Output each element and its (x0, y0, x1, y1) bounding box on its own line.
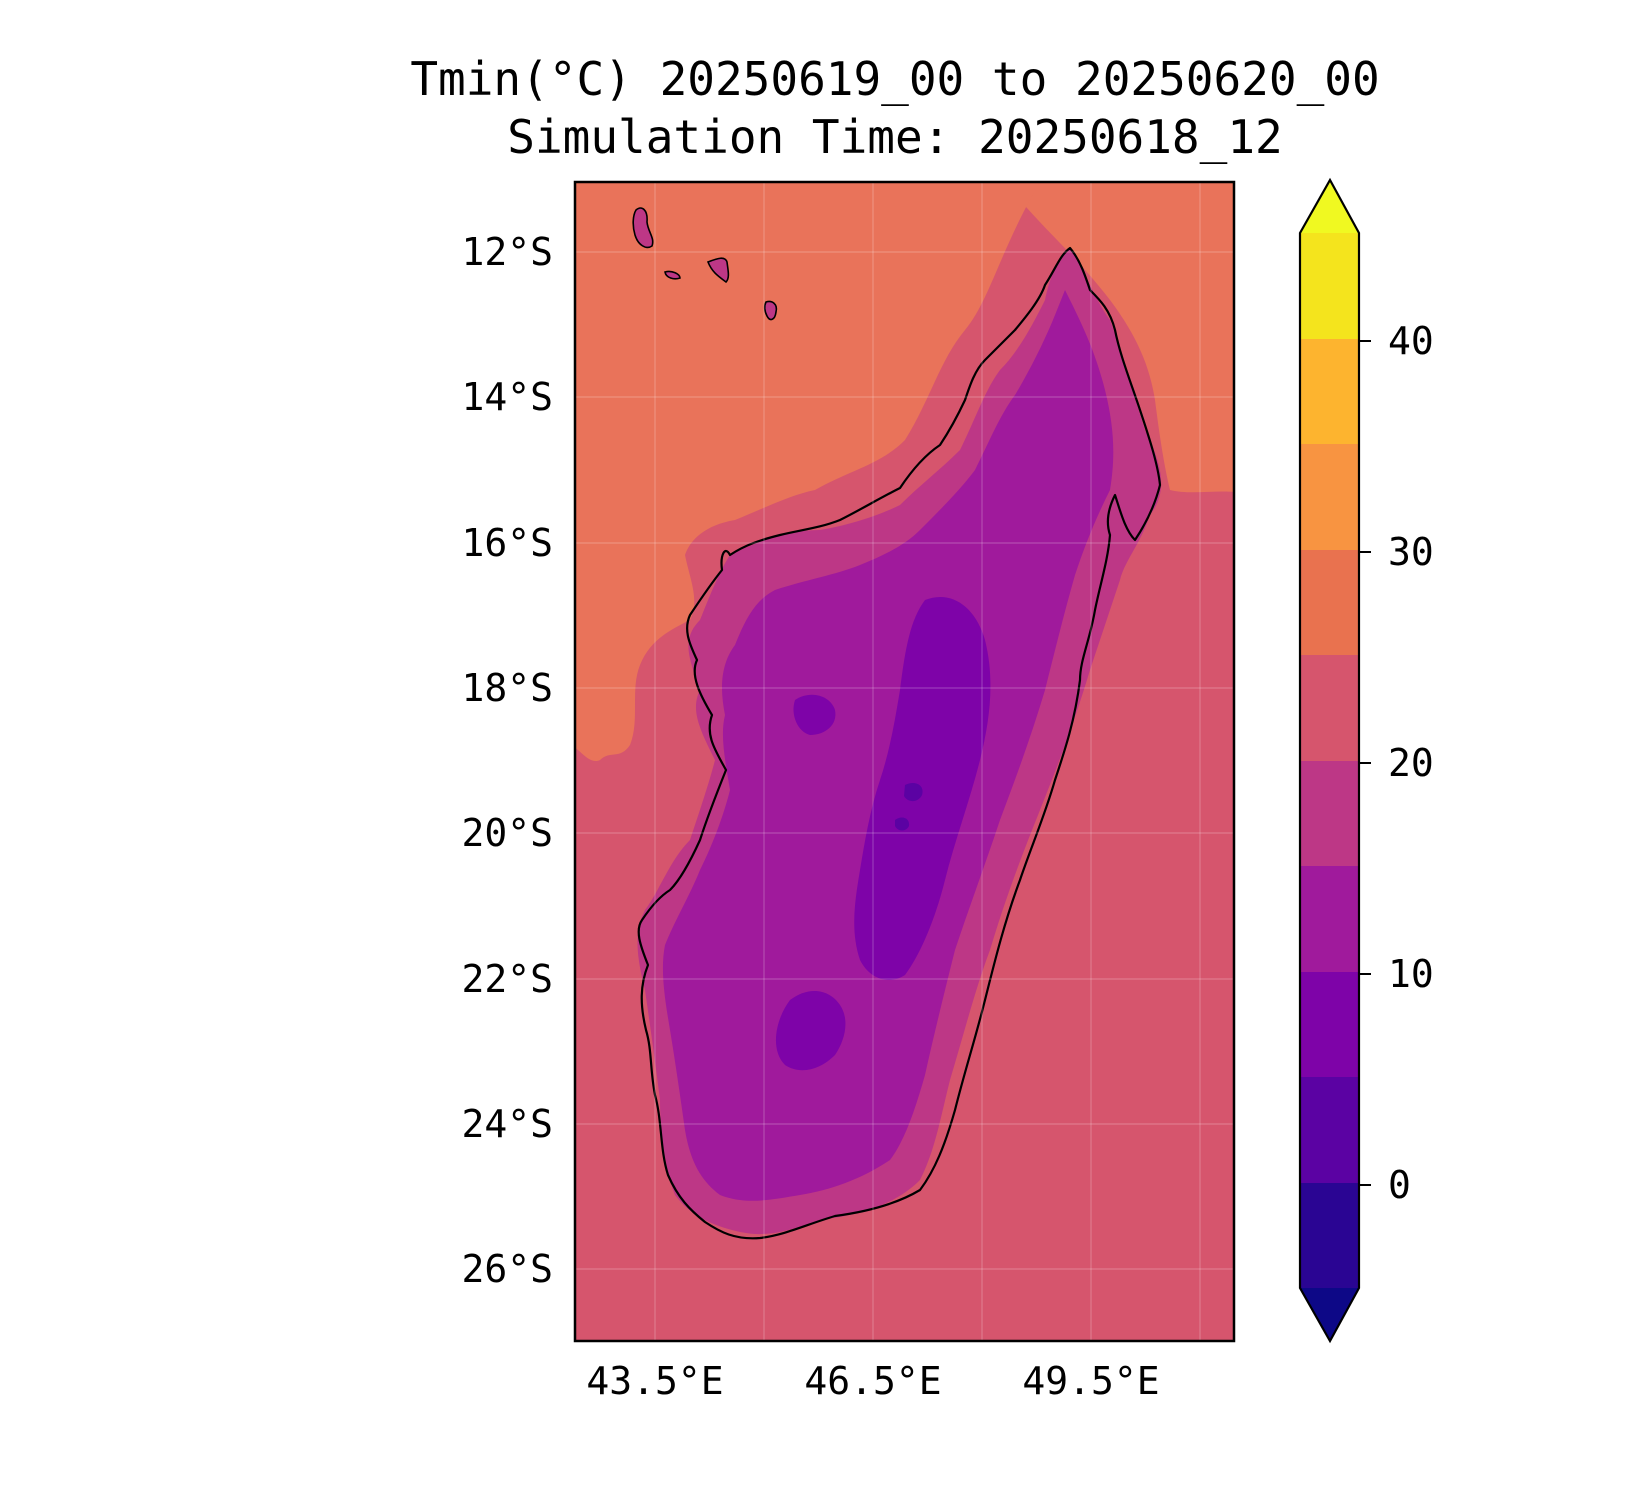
map-title-line1: Tmin(°C) 20250619_00 to 20250620_00 (410, 52, 1380, 106)
colorbar-tick-label: 30 (1388, 530, 1434, 574)
lat-tick-label: 16°S (461, 521, 553, 565)
colorbar-segment (1300, 972, 1359, 1077)
colorbar-tick-label: 20 (1388, 741, 1434, 785)
lat-tick-label: 14°S (461, 375, 553, 419)
colorbar-outline (1298, 177, 1361, 1344)
map-gridlines (575, 182, 1234, 1341)
comoros-island-4 (763, 300, 778, 321)
colorbar-segment (1300, 444, 1359, 550)
colorbar-tick-label: 10 (1388, 952, 1434, 996)
colorbar-tick-label: 0 (1388, 1163, 1411, 1207)
comoros-island-3 (706, 257, 730, 284)
coastline (637, 246, 1162, 1240)
map-title-line2: Simulation Time: 20250618_12 (507, 110, 1283, 164)
lat-tick-label: 24°S (461, 1102, 553, 1146)
colorbar-segment (1300, 655, 1359, 761)
island-inland-band (662, 290, 1114, 1201)
lon-tick-label: 46.5°E (804, 1359, 941, 1403)
colorbar-segment (1300, 1183, 1359, 1288)
lon-tick-label: 43.5°E (586, 1359, 723, 1403)
ocean-north-fill (575, 182, 1234, 493)
lon-tick-label: 49.5°E (1022, 1359, 1159, 1403)
lat-tick-label: 18°S (461, 666, 553, 710)
colorbar: 40 30 20 10 0 (1298, 177, 1434, 1344)
lon-axis: 43.5°E 46.5°E 49.5°E (586, 1359, 1159, 1403)
island-coldest-pocket (904, 783, 923, 802)
lat-tick-label: 22°S (461, 957, 553, 1001)
colorbar-tick-label: 40 (1388, 319, 1434, 363)
comoros-island-1 (632, 207, 654, 249)
map-area (575, 182, 1234, 1341)
map-frame (573, 180, 1236, 1343)
colorbar-extend-bottom (1300, 1288, 1359, 1341)
lat-tick-label: 20°S (461, 811, 553, 855)
lat-tick-label: 26°S (461, 1247, 553, 1291)
lat-tick-label: 12°S (461, 230, 553, 274)
island-highland (854, 596, 991, 980)
colorbar-segment (1300, 550, 1359, 655)
colorbar-segment (1300, 233, 1359, 339)
comoros-island-2 (664, 270, 681, 280)
colorbar-segment (1300, 339, 1359, 444)
colorbar-segment (1300, 1077, 1359, 1183)
colorbar-extend-top (1300, 180, 1359, 233)
colorbar-segment (1300, 761, 1359, 866)
colorbar-segment (1300, 866, 1359, 972)
lat-axis: 12°S 14°S 16°S 18°S 20°S 22°S 24°S 26°S (461, 230, 553, 1291)
